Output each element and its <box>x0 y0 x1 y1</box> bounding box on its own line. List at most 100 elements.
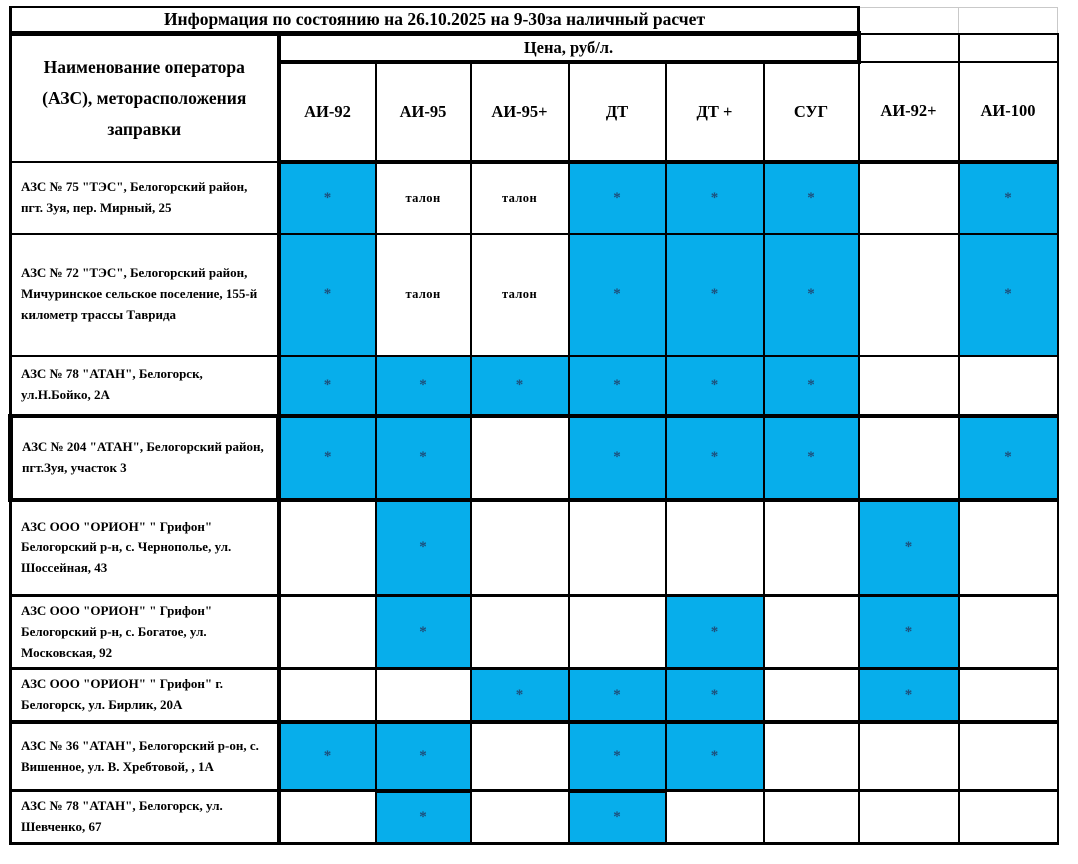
fuel-cell <box>957 667 1059 723</box>
fuel-cell: * <box>857 593 960 670</box>
fuel-cell <box>857 789 960 846</box>
fuel-cell: * <box>567 719 667 792</box>
fuel-cell: * <box>567 788 667 846</box>
col-header-dtplus: ДТ + <box>664 60 765 164</box>
fuel-cell <box>957 497 1059 597</box>
fuel-cell: * <box>857 667 960 723</box>
price-group-header: Цена, руб/л. <box>276 31 861 64</box>
station-row: АЗС № 72 "ТЭС", Белогорский район, Мичур… <box>9 232 1059 357</box>
fuel-cell <box>857 354 960 417</box>
spreadsheet: Информация по состоянию на 26.10.2025 на… <box>8 6 1059 846</box>
fuel-cell: * <box>664 593 765 670</box>
fuel-cell: * <box>567 160 667 235</box>
fuel-cell: * <box>664 160 765 235</box>
fuel-cell: * <box>374 354 472 417</box>
fuel-cell <box>857 413 960 501</box>
fuel-cell <box>664 789 765 846</box>
station-column-header: Наименование оператора (АЗС), метораспол… <box>9 32 281 163</box>
fuel-cell: * <box>957 232 1059 357</box>
fuel-cell <box>567 593 667 670</box>
fuel-cell <box>277 593 377 670</box>
fuel-cell <box>469 497 570 597</box>
table-title: Информация по состоянию на 26.10.2025 на… <box>9 6 860 36</box>
fuel-cell: * <box>374 497 472 597</box>
station-name-cell: АЗС ООО "ОРИОН" " Грифон" Белогорский р-… <box>9 593 281 670</box>
col-header-ai92: АИ-92 <box>277 60 377 164</box>
empty-cell <box>857 32 960 63</box>
fuel-cell: * <box>277 232 377 357</box>
fuel-cell: * <box>957 413 1059 501</box>
fuel-cell: * <box>469 354 570 417</box>
fuel-cell: * <box>469 667 570 723</box>
fuel-cell: * <box>957 160 1059 235</box>
fuel-cell: талон <box>469 232 570 357</box>
station-name-cell: АЗС № 75 "ТЭС", Белогорский район, пгт. … <box>9 160 281 235</box>
fuel-cell <box>957 593 1059 670</box>
fuel-cell <box>277 497 377 597</box>
station-row: АЗС № 78 "АТАН", Белогорск, ул. Шевченко… <box>9 788 1059 846</box>
fuel-cell <box>469 593 570 670</box>
col-header-ai92plus: АИ-92+ <box>857 60 960 164</box>
fuel-cell: * <box>762 232 860 357</box>
station-row: АЗС ООО "ОРИОН" " Грифон" г. Белогорск, … <box>9 667 1059 723</box>
station-name-cell: АЗС № 78 "АТАН", Белогорск, ул.Н.Бойко, … <box>9 354 281 417</box>
fuel-cell <box>277 789 377 846</box>
fuel-cell: * <box>762 160 860 235</box>
fuel-cell: * <box>762 354 860 417</box>
col-header-sug: СУГ <box>762 60 860 164</box>
fuel-cell: * <box>762 413 860 501</box>
fuel-cell: * <box>664 667 765 723</box>
station-row: АЗС № 78 "АТАН", Белогорск, ул.Н.Бойко, … <box>9 354 1059 417</box>
empty-grid-cell <box>858 6 959 34</box>
station-row: АЗС ООО "ОРИОН" " Грифон" Белогорский р-… <box>9 497 1059 597</box>
fuel-cell: * <box>374 593 472 670</box>
fuel-price-table: Информация по состоянию на 26.10.2025 на… <box>8 6 1059 846</box>
fuel-cell <box>762 719 860 792</box>
fuel-cell: * <box>664 232 765 357</box>
fuel-cell: * <box>567 354 667 417</box>
col-header-dt: ДТ <box>567 60 667 164</box>
fuel-cell <box>762 789 860 846</box>
fuel-cell: * <box>374 788 472 846</box>
fuel-cell: * <box>277 413 377 501</box>
fuel-cell <box>469 719 570 792</box>
fuel-cell <box>857 160 960 235</box>
fuel-cell: * <box>857 497 960 597</box>
fuel-cell <box>277 667 377 723</box>
header-price-row: Наименование оператора (АЗС), метораспол… <box>9 31 1059 163</box>
station-name-cell: АЗС № 78 "АТАН", Белогорск, ул. Шевченко… <box>9 789 281 846</box>
fuel-cell <box>469 789 570 846</box>
station-row: АЗС № 204 "АТАН", Белогорский район, пгт… <box>8 413 1059 502</box>
fuel-cell <box>857 719 960 792</box>
fuel-cell <box>762 593 860 670</box>
fuel-cell: талон <box>469 160 570 235</box>
fuel-cell: * <box>374 413 472 501</box>
fuel-cell <box>957 719 1059 792</box>
station-row: АЗС № 75 "ТЭС", Белогорский район, пгт. … <box>9 160 1059 235</box>
col-header-ai95plus: АИ-95+ <box>469 60 570 164</box>
fuel-cell <box>469 413 570 501</box>
fuel-cell: * <box>277 354 377 417</box>
fuel-cell: * <box>567 667 667 723</box>
station-name-cell: АЗС № 204 "АТАН", Белогорский район, пгт… <box>8 413 281 502</box>
fuel-cell: * <box>567 413 667 501</box>
fuel-cell: * <box>664 719 765 792</box>
station-row: АЗС № 36 "АТАН", Белогорский р-он, с. Ви… <box>9 719 1059 792</box>
fuel-cell: * <box>374 719 472 792</box>
fuel-cell: * <box>277 719 377 792</box>
fuel-cell: талон <box>374 232 472 357</box>
header-fuel-row: АИ-92 АИ-95 АИ-95+ ДТ ДТ + СУГ АИ-92+ АИ… <box>11 60 1059 164</box>
fuel-cell: * <box>277 160 377 235</box>
fuel-cell <box>957 354 1059 417</box>
empty-grid-cell <box>958 6 1058 34</box>
empty-cell <box>957 32 1059 63</box>
fuel-cell <box>957 789 1059 846</box>
col-header-ai100: АИ-100 <box>957 60 1059 164</box>
fuel-cell <box>857 232 960 357</box>
fuel-cell <box>374 667 472 723</box>
station-name-cell: АЗС № 72 "ТЭС", Белогорский район, Мичур… <box>9 232 281 357</box>
fuel-cell: талон <box>374 160 472 235</box>
station-row: АЗС ООО "ОРИОН" " Грифон" Белогорский р-… <box>9 593 1059 670</box>
station-name-cell: АЗС ООО "ОРИОН" " Грифон" г. Белогорск, … <box>9 667 281 723</box>
fuel-cell <box>762 497 860 597</box>
